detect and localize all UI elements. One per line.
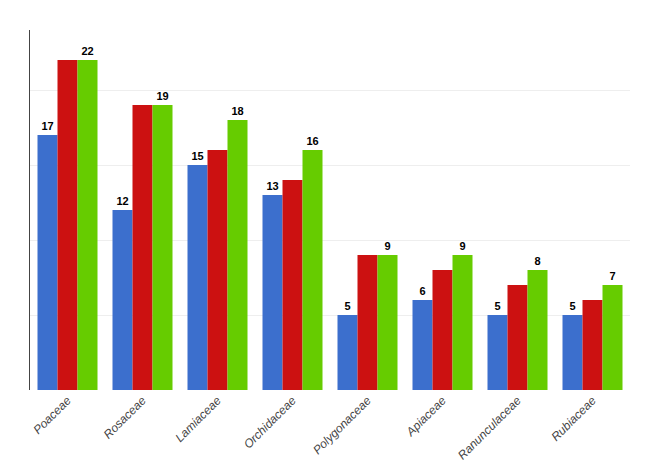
svg-text:17: 17 — [41, 120, 53, 132]
svg-text:Poaceae: Poaceae — [30, 393, 74, 437]
svg-text:6: 6 — [419, 285, 425, 297]
svg-text:Rosaceae: Rosaceae — [101, 393, 149, 441]
svg-text:22: 22 — [81, 45, 93, 57]
svg-text:19: 19 — [156, 90, 168, 102]
svg-text:Ranunculaceae: Ranunculaceae — [455, 393, 524, 462]
svg-text:7: 7 — [609, 270, 615, 282]
svg-text:9: 9 — [459, 240, 465, 252]
svg-text:15: 15 — [191, 150, 203, 162]
svg-text:18: 18 — [231, 105, 243, 117]
svg-text:9: 9 — [384, 240, 390, 252]
svg-text:5: 5 — [494, 300, 500, 312]
svg-text:Polygonaceae: Polygonaceae — [310, 393, 374, 457]
svg-text:12: 12 — [116, 195, 128, 207]
svg-text:Lamiaceae: Lamiaceae — [172, 393, 224, 445]
svg-text:8: 8 — [534, 255, 540, 267]
svg-text:5: 5 — [569, 300, 575, 312]
svg-text:Rubiaceae: Rubiaceae — [548, 393, 599, 444]
svg-text:13: 13 — [266, 180, 278, 192]
svg-text:Apiaceae: Apiaceae — [403, 393, 449, 439]
svg-text:16: 16 — [306, 135, 318, 147]
svg-text:Orchidaceae: Orchidaceae — [241, 393, 299, 451]
svg-text:5: 5 — [344, 300, 350, 312]
